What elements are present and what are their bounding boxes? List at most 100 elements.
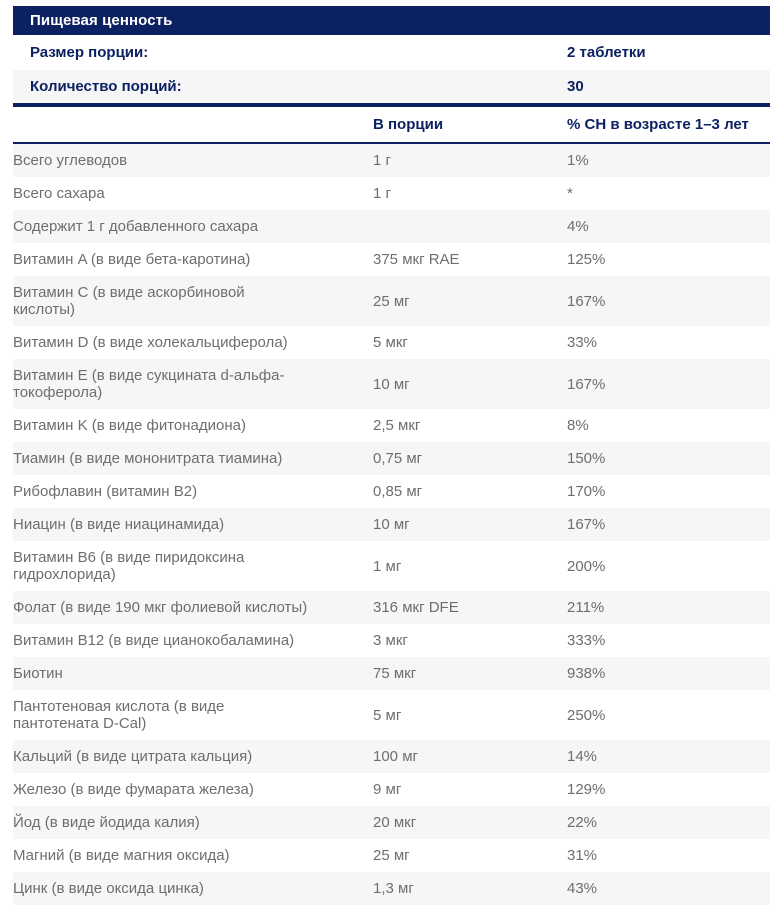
table-row: Фолат (в виде 190 мкг фолиевой кислоты) 3…: [13, 591, 770, 624]
daily-value-cell: 31%: [567, 847, 598, 864]
daily-value-cell: 167%: [567, 292, 606, 310]
panel-title: Пищевая ценность: [30, 12, 173, 29]
table-row: Витамин E (в виде сукцината d-альфа- ток…: [13, 359, 770, 409]
amount-cell: 5 мкг: [373, 334, 408, 351]
table-row: Содержит 1 г добавленного сахара 4%: [13, 210, 770, 243]
table-row: Рибофлавин (витамин B2) 0,85 мг 170%: [13, 475, 770, 508]
amount-cell: 5 мг: [373, 706, 402, 724]
amount-cell: 20 мкг: [373, 814, 417, 831]
table-row: Пантотеновая кислота (в виде пантотената…: [13, 690, 770, 740]
column-header-row: В порции % СН в возрасте 1–3 лет: [13, 107, 770, 142]
daily-value-cell: 250%: [567, 706, 606, 724]
daily-value-cell: 170%: [567, 483, 606, 500]
amount-cell: 1 мг: [373, 557, 402, 575]
nutrient-name-cell: Содержит 1 г добавленного сахара: [13, 218, 259, 235]
amount-cell: 1,3 мг: [373, 880, 414, 897]
serving-size-row: Размер порции: 2 таблетки: [13, 35, 770, 70]
table-row: Йод (в виде йодида калия) 20 мкг 22%: [13, 806, 770, 839]
daily-value-cell: 200%: [567, 557, 606, 575]
amount-cell: 25 мг: [373, 847, 410, 864]
amount-cell: 9 мг: [373, 781, 402, 798]
table-row: Кальций (в виде цитрата кальция) 100 мг 14…: [13, 740, 770, 773]
daily-value-cell: 150%: [567, 450, 606, 467]
nutrient-name-cell: Цинк (в виде оксида цинка): [13, 880, 204, 897]
thick-divider: [13, 103, 770, 107]
amount-cell: 25 мг: [373, 292, 410, 310]
daily-value-cell: 14%: [567, 748, 598, 765]
table-row: Магний (в виде магния оксида) 25 мг 31%: [13, 839, 770, 872]
table-row: Всего сахара 1 г *: [13, 177, 770, 210]
thin-divider: [13, 142, 770, 144]
nutrition-facts-panel: Пищевая ценность Размер порции: 2 таблет…: [13, 6, 770, 905]
daily-value-cell: 43%: [567, 880, 598, 897]
amount-cell: 375 мкг RAE: [373, 251, 460, 268]
nutrient-name-cell: Кальций (в виде цитрата кальция): [13, 748, 253, 765]
daily-value-cell: 1%: [567, 152, 589, 169]
table-row: Витамин K (в виде фитонадиона) 2,5 мкг 8%: [13, 409, 770, 442]
nutrient-name-cell: Витамин A (в виде бета-каротина): [13, 251, 251, 268]
daily-value-cell: 8%: [567, 417, 589, 434]
amount-cell: 316 мкг DFE: [373, 599, 459, 616]
table-row: Тиамин (в виде мононитрата тиамина) 0,75 …: [13, 442, 770, 475]
amount-cell: 3 мкг: [373, 632, 408, 649]
nutrient-name-cell: Железо (в виде фумарата железа): [13, 781, 254, 798]
column-header-amount: В порции: [373, 116, 444, 133]
amount-cell: [373, 210, 567, 243]
column-header-dv: % СН в возрасте 1–3 лет: [567, 116, 749, 133]
servings-per-container-value: 30: [567, 78, 584, 95]
nutrient-name-cell: Витамин D (в виде холекальциферола): [13, 334, 288, 351]
daily-value-cell: 333%: [567, 632, 606, 649]
amount-cell: 0,75 мг: [373, 450, 423, 467]
table-row: Витамин C (в виде аскорбиновой кислоты) 2…: [13, 276, 770, 326]
nutrient-name-cell: Йод (в виде йодида калия): [13, 814, 200, 831]
daily-value-cell: 129%: [567, 781, 606, 798]
nutrient-name-cell: Витамин B6 (в виде пиридоксина гидрохлор…: [13, 549, 245, 583]
serving-size-label: Размер порции:: [30, 44, 149, 61]
nutrient-name-cell: Всего углеводов: [13, 152, 128, 169]
servings-per-container-label: Количество порций:: [30, 78, 182, 95]
nutrient-name-cell: Пантотеновая кислота (в виде пантотената…: [13, 698, 225, 732]
amount-cell: 10 мг: [373, 375, 410, 393]
daily-value-cell: 938%: [567, 665, 606, 682]
table-row: Ниацин (в виде ниацинамида) 10 мг 167%: [13, 508, 770, 541]
nutrient-table-body: Всего углеводов 1 г 1% Всего сахара 1 г * Соде…: [13, 144, 770, 905]
nutrient-name-cell: Витамин E (в виде сукцината d-альфа- ток…: [13, 367, 285, 401]
table-row: Витамин A (в виде бета-каротина) 375 мкг …: [13, 243, 770, 276]
daily-value-cell: 125%: [567, 251, 606, 268]
servings-per-container-row: Количество порций: 30: [13, 70, 770, 103]
nutrient-table: Всего углеводов 1 г 1% Всего сахара 1 г * Соде…: [13, 144, 770, 905]
nutrient-name-cell: Всего сахара: [13, 185, 105, 202]
table-row: Витамин B6 (в виде пиридоксина гидрохлор…: [13, 541, 770, 591]
daily-value-cell: 211%: [567, 599, 605, 616]
amount-cell: 1 г: [373, 152, 391, 169]
table-row: Железо (в виде фумарата железа) 9 мг 129%: [13, 773, 770, 806]
amount-cell: 0,85 мг: [373, 483, 423, 500]
nutrient-name-cell: Магний (в виде магния оксида): [13, 847, 230, 864]
nutrient-name-cell: Тиамин (в виде мононитрата тиамина): [13, 450, 283, 467]
table-row: Всего углеводов 1 г 1%: [13, 144, 770, 177]
daily-value-cell: *: [567, 185, 573, 202]
serving-size-value: 2 таблетки: [567, 44, 646, 61]
nutrient-name-cell: Витамин C (в виде аскорбиновой кислоты): [13, 284, 245, 318]
daily-value-cell: 167%: [567, 375, 606, 393]
amount-cell: 2,5 мкг: [373, 417, 421, 434]
daily-value-cell: 33%: [567, 334, 598, 351]
nutrient-name-cell: Витамин B12 (в виде цианокобаламина): [13, 632, 295, 649]
nutrient-name-cell: Биотин: [13, 665, 63, 682]
nutrient-name-cell: Рибофлавин (витамин B2): [13, 483, 198, 500]
nutrient-name-cell: Фолат (в виде 190 мкг фолиевой кислоты): [13, 599, 308, 616]
panel-title-bar: Пищевая ценность: [13, 6, 770, 35]
amount-cell: 1 г: [373, 185, 391, 202]
daily-value-cell: 22%: [567, 814, 598, 831]
table-row: Витамин D (в виде холекальциферола) 5 мкг…: [13, 326, 770, 359]
table-row: Витамин B12 (в виде цианокобаламина) 3 мк…: [13, 624, 770, 657]
amount-cell: 100 мг: [373, 748, 418, 765]
nutrient-name-cell: Ниацин (в виде ниацинамида): [13, 516, 225, 533]
nutrient-name-cell: Витамин K (в виде фитонадиона): [13, 417, 246, 434]
amount-cell: 10 мг: [373, 516, 410, 533]
amount-cell: 75 мкг: [373, 665, 417, 682]
daily-value-cell: 4%: [567, 218, 589, 235]
daily-value-cell: 167%: [567, 516, 606, 533]
table-row: Биотин 75 мкг 938%: [13, 657, 770, 690]
table-row: Цинк (в виде оксида цинка) 1,3 мг 43%: [13, 872, 770, 905]
